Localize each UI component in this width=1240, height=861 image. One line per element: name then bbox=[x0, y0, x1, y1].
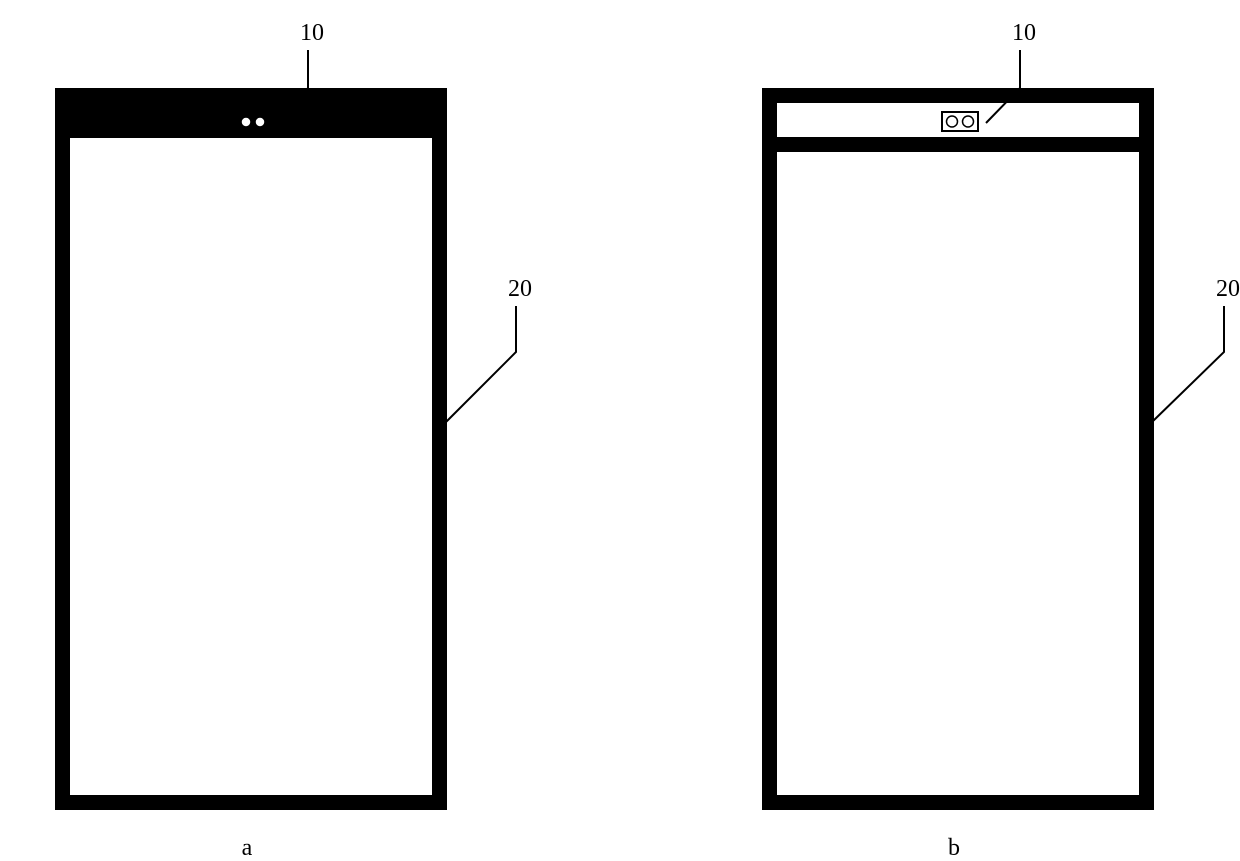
phone-a-camera-lens-1 bbox=[241, 117, 251, 127]
phone-a-body bbox=[63, 96, 440, 803]
caption-b: b bbox=[948, 835, 960, 861]
phone-b-body bbox=[770, 96, 1147, 803]
label-b-ten-text: 10 bbox=[1012, 20, 1036, 46]
caption-a: a bbox=[242, 835, 253, 861]
label-b-twenty-text: 20 bbox=[1216, 276, 1240, 302]
phone-b-notch-strip bbox=[777, 137, 1139, 152]
label-a-twenty-text: 20 bbox=[508, 276, 532, 302]
phone-a-camera-lens-2 bbox=[255, 117, 265, 127]
label-a-ten-text: 10 bbox=[300, 20, 324, 46]
